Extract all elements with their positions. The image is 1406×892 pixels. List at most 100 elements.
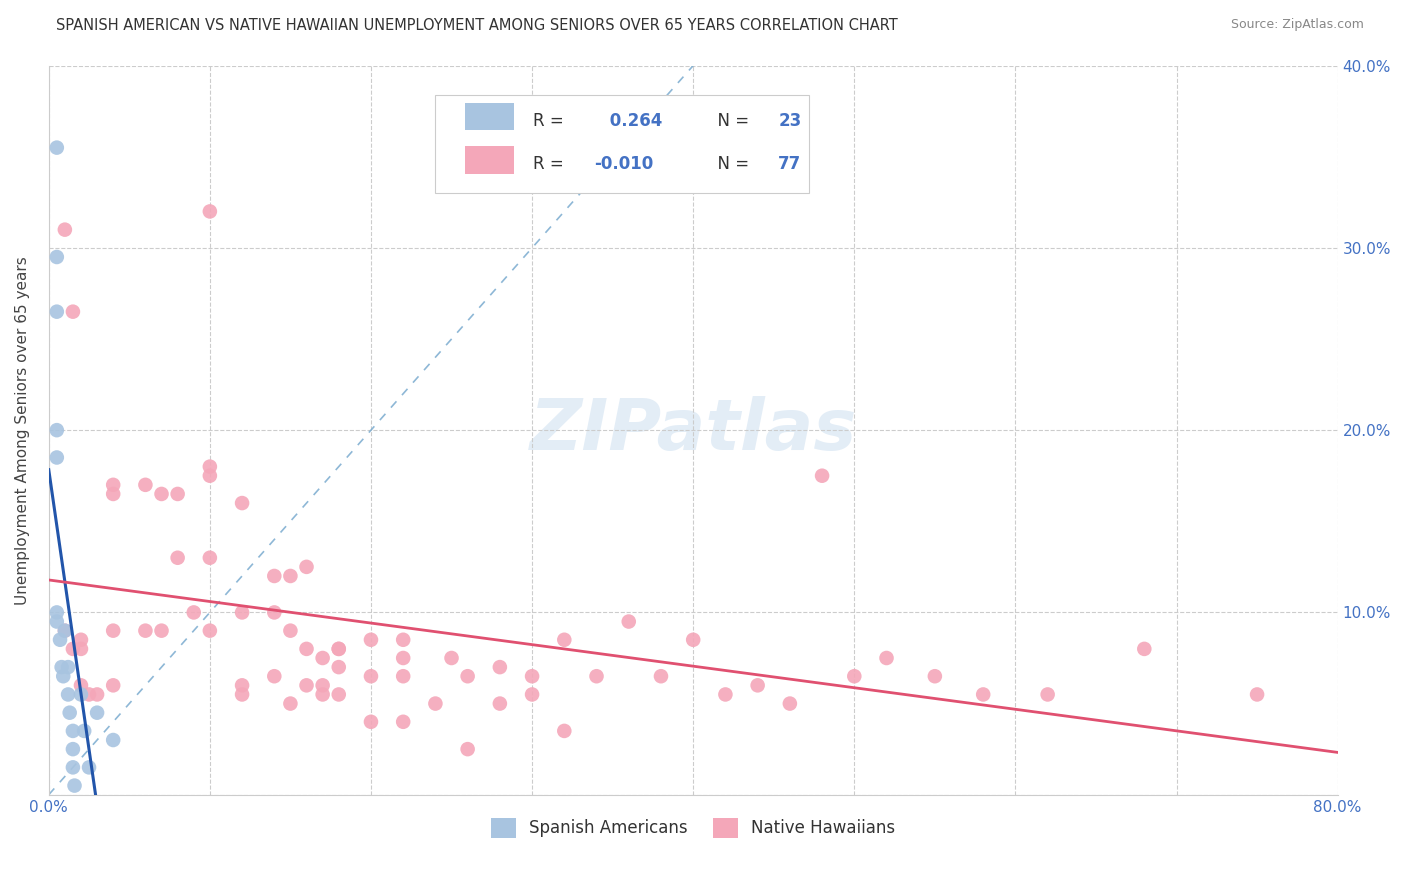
Point bbox=[392, 632, 415, 647]
Point bbox=[183, 606, 205, 620]
Point bbox=[392, 651, 415, 665]
Point bbox=[70, 632, 93, 647]
Point bbox=[280, 697, 302, 711]
Point bbox=[59, 706, 82, 720]
Point bbox=[311, 651, 333, 665]
Point bbox=[617, 615, 640, 629]
Point bbox=[328, 641, 350, 656]
Point bbox=[134, 624, 156, 638]
Point bbox=[457, 742, 479, 756]
Point bbox=[45, 423, 67, 437]
Text: -0.010: -0.010 bbox=[593, 155, 654, 173]
Point bbox=[328, 660, 350, 674]
Point bbox=[392, 669, 415, 683]
Point bbox=[553, 723, 575, 738]
Point bbox=[650, 669, 672, 683]
Point bbox=[295, 559, 318, 574]
Point bbox=[489, 697, 512, 711]
Point bbox=[328, 641, 350, 656]
Point bbox=[166, 487, 188, 501]
Point bbox=[295, 678, 318, 692]
Point bbox=[198, 459, 221, 474]
Point bbox=[231, 606, 253, 620]
Point bbox=[198, 624, 221, 638]
Point bbox=[53, 624, 76, 638]
Point bbox=[360, 669, 382, 683]
Point bbox=[231, 496, 253, 510]
Point bbox=[489, 660, 512, 674]
Point bbox=[360, 632, 382, 647]
Point bbox=[263, 606, 285, 620]
Text: N =: N = bbox=[707, 155, 755, 173]
Point bbox=[62, 742, 84, 756]
Point bbox=[1246, 688, 1268, 702]
Text: 77: 77 bbox=[779, 155, 801, 173]
Point bbox=[198, 468, 221, 483]
Point bbox=[45, 140, 67, 154]
Point bbox=[714, 688, 737, 702]
Point bbox=[70, 678, 93, 692]
Point bbox=[45, 606, 67, 620]
Point bbox=[45, 615, 67, 629]
Point bbox=[53, 222, 76, 236]
Bar bbox=[465, 146, 515, 174]
Text: R =: R = bbox=[533, 112, 569, 130]
Point bbox=[103, 624, 125, 638]
Point bbox=[779, 697, 801, 711]
Point bbox=[231, 678, 253, 692]
Point bbox=[103, 733, 125, 747]
Point bbox=[553, 632, 575, 647]
Point bbox=[263, 669, 285, 683]
Legend: Spanish Americans, Native Hawaiians: Spanish Americans, Native Hawaiians bbox=[484, 811, 903, 845]
Point bbox=[77, 760, 100, 774]
Point bbox=[425, 697, 447, 711]
Point bbox=[585, 669, 607, 683]
Point bbox=[56, 688, 79, 702]
Point bbox=[70, 641, 93, 656]
Point bbox=[280, 569, 302, 583]
Point bbox=[198, 550, 221, 565]
Text: 23: 23 bbox=[779, 112, 801, 130]
Point bbox=[924, 669, 946, 683]
Point bbox=[295, 641, 318, 656]
Point bbox=[52, 669, 75, 683]
Point bbox=[747, 678, 769, 692]
Text: Source: ZipAtlas.com: Source: ZipAtlas.com bbox=[1230, 18, 1364, 31]
Point bbox=[972, 688, 994, 702]
Point bbox=[86, 688, 108, 702]
Point bbox=[103, 487, 125, 501]
Point bbox=[1036, 688, 1059, 702]
Point bbox=[86, 706, 108, 720]
Point bbox=[77, 688, 100, 702]
Point bbox=[166, 550, 188, 565]
Point bbox=[62, 760, 84, 774]
Point bbox=[440, 651, 463, 665]
Point bbox=[844, 669, 866, 683]
Point bbox=[63, 779, 86, 793]
Point bbox=[360, 714, 382, 729]
Text: R =: R = bbox=[533, 155, 569, 173]
Point bbox=[682, 632, 704, 647]
Point bbox=[811, 468, 834, 483]
FancyBboxPatch shape bbox=[436, 95, 810, 194]
Point bbox=[45, 450, 67, 465]
Point bbox=[520, 669, 543, 683]
Point bbox=[198, 204, 221, 219]
Point bbox=[280, 624, 302, 638]
Point bbox=[62, 641, 84, 656]
Point bbox=[73, 723, 96, 738]
Point bbox=[457, 669, 479, 683]
Point bbox=[45, 250, 67, 264]
Point bbox=[311, 688, 333, 702]
Point bbox=[53, 624, 76, 638]
Point bbox=[49, 632, 72, 647]
Point bbox=[103, 478, 125, 492]
Point bbox=[1133, 641, 1156, 656]
Text: SPANISH AMERICAN VS NATIVE HAWAIIAN UNEMPLOYMENT AMONG SENIORS OVER 65 YEARS COR: SPANISH AMERICAN VS NATIVE HAWAIIAN UNEM… bbox=[56, 18, 898, 33]
Point bbox=[311, 678, 333, 692]
Point bbox=[70, 688, 93, 702]
Text: N =: N = bbox=[707, 112, 755, 130]
Point bbox=[328, 688, 350, 702]
Point bbox=[134, 478, 156, 492]
Point bbox=[263, 569, 285, 583]
